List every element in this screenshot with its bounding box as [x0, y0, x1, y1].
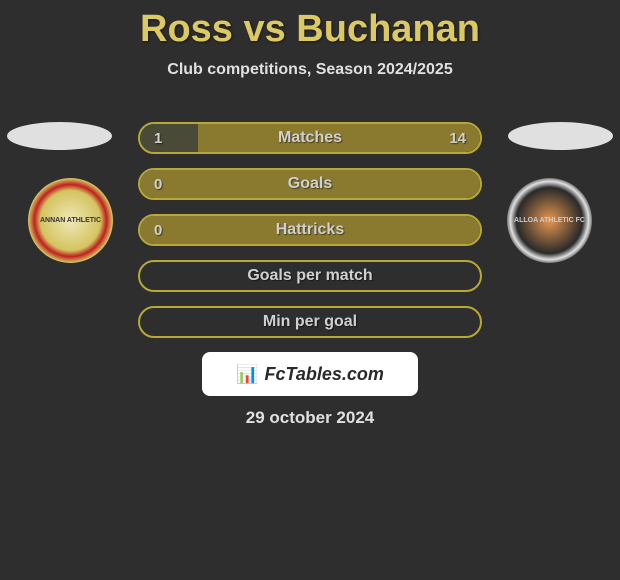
stat-bar: 0Hattricks: [138, 214, 482, 246]
stat-label: Hattricks: [140, 221, 480, 239]
page-title: Ross vs Buchanan: [0, 0, 620, 51]
stat-bar: Min per goal: [138, 306, 482, 338]
stat-label: Matches: [140, 129, 480, 147]
stat-bar: Goals per match: [138, 260, 482, 292]
subtitle: Club competitions, Season 2024/2025: [0, 61, 620, 79]
club-badge-left: ANNAN ATHLETIC: [28, 178, 113, 263]
stats-container: 1Matches14 0Goals 0Hattricks Goals per matc…: [138, 122, 482, 352]
logo-text: FcTables.com: [265, 364, 384, 385]
player-shadow-left: [7, 122, 112, 150]
stat-bar: 0Goals: [138, 168, 482, 200]
stat-value-right: 14: [449, 130, 466, 147]
chart-icon: 📊: [236, 364, 258, 385]
stat-label: Goals per match: [140, 267, 480, 285]
stat-bar: 1Matches14: [138, 122, 482, 154]
player-shadow-right: [508, 122, 613, 150]
stat-label: Min per goal: [140, 313, 480, 331]
club-badge-right: ALLOA ATHLETIC FC: [507, 178, 592, 263]
stat-label: Goals: [140, 175, 480, 193]
fctables-logo[interactable]: 📊 FcTables.com: [202, 352, 418, 396]
date-label: 29 october 2024: [0, 408, 620, 428]
